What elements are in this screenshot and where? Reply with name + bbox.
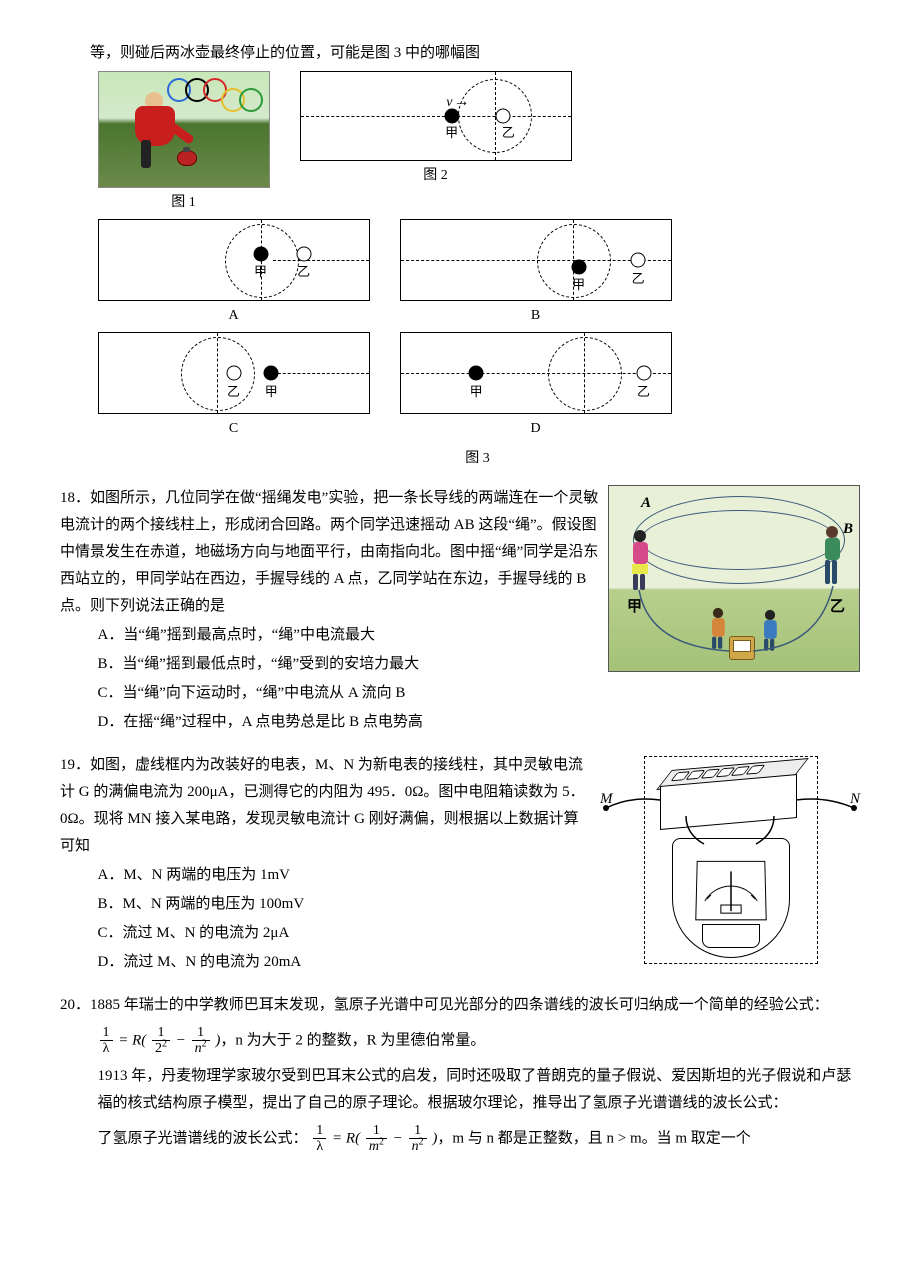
label-jia: 甲 bbox=[254, 260, 267, 283]
optB-diagram: 甲 乙 bbox=[400, 219, 672, 301]
optC-diagram: 乙 甲 bbox=[98, 332, 370, 414]
person-jia-icon bbox=[627, 530, 653, 592]
q20-number: 20． bbox=[60, 997, 90, 1013]
question-18: A B 甲 乙 bbox=[60, 485, 860, 738]
question-17-continuation: 等，则碰后两冰壶最终停止的位置，可能是图 3 中的哪幅图 bbox=[60, 40, 860, 471]
person-yi-icon bbox=[819, 526, 845, 578]
fig2-caption: 图 2 bbox=[300, 163, 572, 188]
label-yi: 乙 bbox=[502, 121, 515, 144]
fig1-caption: 图 1 bbox=[98, 190, 270, 215]
q20-stem-a: 1885 年瑞士的中学教师巴耳末发现，氢原子光谱中可见光部分的四条谱线的波长可归… bbox=[90, 997, 829, 1013]
q18-figure: A B 甲 乙 bbox=[608, 485, 860, 672]
label-yi: 乙 bbox=[227, 380, 240, 403]
label-jia: 甲 bbox=[445, 121, 458, 144]
label-A: A bbox=[641, 490, 651, 517]
stone-yi bbox=[636, 366, 651, 381]
q18-stem: 如图所示，几位同学在做“摇绳发电”实验，把一条长导线的两端连在一个灵敏电流计的两… bbox=[60, 490, 598, 614]
label-jia: 甲 bbox=[470, 380, 483, 403]
fig2-cell: v 甲 乙 图 2 bbox=[300, 71, 572, 188]
label-yi: 乙 bbox=[297, 260, 310, 283]
galvanometer-base bbox=[702, 924, 760, 948]
galvanometer-icon bbox=[729, 636, 755, 660]
label-jia: 甲 bbox=[627, 594, 642, 621]
stone-jia bbox=[253, 246, 268, 261]
q20-stem-b: 1913 年，丹麦物理学家玻尔受到巴耳末公式的启发，同时还吸取了普朗克的量子假说… bbox=[98, 1063, 861, 1117]
optC-cell: 乙 甲 C bbox=[98, 332, 370, 441]
q18-number: 18． bbox=[60, 490, 90, 506]
q19-figure: M N bbox=[600, 752, 860, 967]
olympic-rings-icon bbox=[173, 78, 263, 112]
question-19: M N bbox=[60, 752, 860, 978]
optD-diagram: 甲 乙 bbox=[400, 332, 672, 414]
fig1-photo bbox=[98, 71, 270, 188]
q20-formula2-tail: ，m 与 n 都是正整数，且 n > m。当 m 取定一个 bbox=[437, 1130, 750, 1146]
q18-opt-C: C．当“绳”向下运动时，“绳”中电流从 A 流向 B bbox=[98, 680, 861, 707]
q17-tail-text: 等，则碰后两冰壶最终停止的位置，可能是图 3 中的哪幅图 bbox=[60, 40, 860, 67]
label-M: M bbox=[600, 786, 613, 813]
stone-yi bbox=[296, 246, 311, 261]
curling-stone-icon bbox=[177, 150, 197, 166]
optA-diagram: 甲 乙 bbox=[98, 219, 370, 301]
label-yi: 乙 bbox=[830, 594, 845, 621]
person-kid1-icon bbox=[707, 608, 729, 652]
optD-cell: 甲 乙 D bbox=[400, 332, 672, 441]
galvanometer-face bbox=[695, 861, 766, 920]
optD-label: D bbox=[400, 416, 672, 441]
question-20: 20．1885 年瑞士的中学教师巴耳末发现，氢原子光谱中可见光部分的四条谱线的波… bbox=[60, 992, 860, 1155]
stone-jia bbox=[469, 366, 484, 381]
q20-formula1-tail: ，n 为大于 2 的整数，R 为里德伯常量。 bbox=[220, 1032, 485, 1048]
q17-toprow: 图 1 v 甲 乙 图 2 bbox=[98, 71, 861, 215]
stone-jia bbox=[264, 366, 279, 381]
label-yi: 乙 bbox=[637, 380, 650, 403]
stone-jia bbox=[571, 259, 586, 274]
q19-stem: 如图，虚线框内为改装好的电表，M、N 为新电表的接线柱，其中灵敏电流计 G 的满… bbox=[60, 757, 585, 854]
optB-label: B bbox=[400, 303, 672, 328]
optB-cell: 甲 乙 B bbox=[400, 219, 672, 328]
galvanometer-scale-icon bbox=[696, 862, 765, 919]
optC-label: C bbox=[98, 416, 370, 441]
q18-opt-D: D．在摇“绳”过程中，A 点电势总是比 B 点电势高 bbox=[98, 709, 861, 736]
label-jia: 甲 bbox=[572, 273, 585, 296]
fig1-cell: 图 1 bbox=[98, 71, 270, 215]
fig3-caption: 图 3 bbox=[95, 446, 860, 471]
optA-label: A bbox=[98, 303, 370, 328]
q19-number: 19． bbox=[60, 757, 90, 773]
athlete-icon bbox=[127, 92, 182, 172]
label-jia: 甲 bbox=[265, 380, 278, 403]
optA-cell: 甲 乙 A bbox=[98, 219, 370, 328]
stone-yi bbox=[631, 253, 646, 268]
person-kid2-icon bbox=[759, 610, 781, 654]
fig2-diagram: v 甲 乙 bbox=[300, 71, 572, 161]
q17-row-cd: 乙 甲 C 甲 乙 D bbox=[98, 332, 861, 441]
q20-formula2: 了氢原子光谱谱线的波长公式： 1λ = R( 1m2 − 1n2 )，m 与 n… bbox=[98, 1123, 861, 1155]
label-N: N bbox=[850, 786, 860, 813]
stone-yi bbox=[226, 366, 241, 381]
q20-formula1: 1λ = R( 122 − 1n2 )，n 为大于 2 的整数，R 为里德伯常量… bbox=[98, 1025, 861, 1057]
q17-row-ab: 甲 乙 A 甲 乙 B bbox=[98, 219, 861, 328]
label-yi: 乙 bbox=[632, 267, 645, 290]
